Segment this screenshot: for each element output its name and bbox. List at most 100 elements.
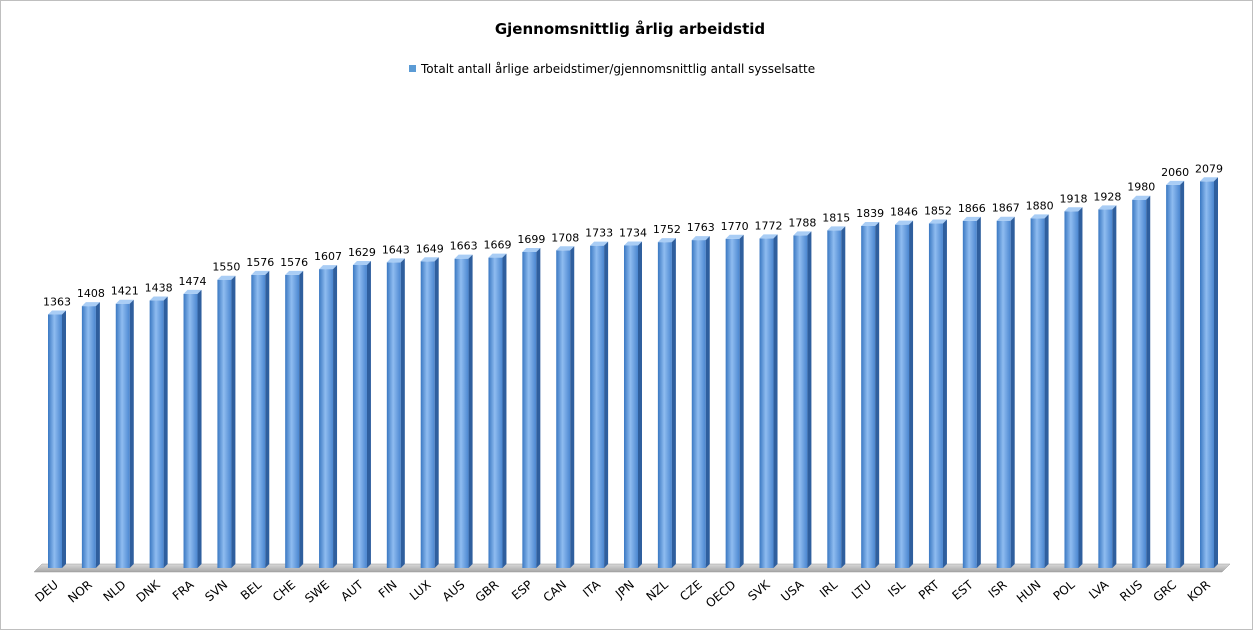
chart-title: Gjennomsnittlig årlig arbeidstid <box>495 20 765 38</box>
bar-side <box>502 253 507 569</box>
bar-side <box>807 231 812 568</box>
value-label: 1550 <box>212 261 240 274</box>
value-label: 1649 <box>416 242 444 255</box>
bar-top <box>657 238 676 243</box>
bar-side <box>875 221 880 569</box>
bar-top <box>1030 214 1049 219</box>
bar-top <box>996 216 1015 221</box>
bar <box>81 306 96 568</box>
bar-top <box>420 257 439 262</box>
bar-side <box>333 265 338 568</box>
bar-top <box>624 241 642 246</box>
bar-side <box>231 275 236 568</box>
bar-side <box>129 299 134 568</box>
bar <box>1064 211 1079 568</box>
bar <box>319 269 334 568</box>
bar-side <box>400 258 405 568</box>
value-label: 1607 <box>314 250 342 263</box>
value-label: 1752 <box>653 223 681 236</box>
value-label: 1928 <box>1093 190 1121 203</box>
bar-top <box>488 253 507 258</box>
bar <box>522 251 537 568</box>
bar-top <box>81 302 100 307</box>
bar-top <box>759 234 778 239</box>
bar-side <box>1044 214 1049 568</box>
bar <box>115 303 130 568</box>
value-label: 1733 <box>585 227 613 240</box>
bar <box>1030 218 1045 568</box>
bar-side <box>163 296 168 568</box>
value-label: 1788 <box>788 216 816 229</box>
bar <box>1200 181 1214 568</box>
bar-top <box>1064 207 1083 212</box>
bar-side <box>570 246 575 568</box>
bar-top <box>928 219 947 224</box>
bar <box>352 265 367 568</box>
bar-top <box>590 241 609 246</box>
bar <box>251 274 266 568</box>
value-label: 1980 <box>1127 181 1155 194</box>
value-label: 1708 <box>551 231 579 244</box>
bar <box>556 250 571 568</box>
bar-top <box>48 310 66 315</box>
bar <box>1166 184 1181 568</box>
bar <box>759 238 774 568</box>
value-label: 1866 <box>958 202 986 215</box>
bar-top <box>319 265 338 270</box>
value-label: 1763 <box>687 221 715 234</box>
value-label: 1734 <box>619 226 647 239</box>
bar <box>861 225 876 569</box>
bar-side <box>299 270 304 568</box>
bar-side <box>909 220 914 569</box>
bar <box>285 274 300 568</box>
bar-side <box>638 241 642 568</box>
bar <box>624 245 638 568</box>
value-label: 1663 <box>450 240 478 253</box>
value-label: 1770 <box>721 220 749 233</box>
bar-top <box>725 234 744 239</box>
value-label: 1839 <box>856 207 884 220</box>
bar-side <box>265 270 270 568</box>
bar-top <box>285 270 304 275</box>
bar <box>149 300 164 568</box>
bar-top <box>793 231 812 236</box>
bar-side <box>671 238 676 569</box>
bar <box>1132 199 1147 568</box>
value-label: 1408 <box>77 287 105 300</box>
value-label: 1772 <box>755 219 783 232</box>
bar-top <box>352 261 371 266</box>
bar-top <box>1098 205 1117 210</box>
bar-side <box>604 241 609 569</box>
bar-side <box>1078 207 1083 568</box>
value-label: 1576 <box>280 256 308 269</box>
bar-side <box>468 254 473 568</box>
value-label: 1669 <box>483 239 511 252</box>
bar <box>1098 209 1113 568</box>
value-label: 1438 <box>145 282 173 295</box>
bar-top <box>962 216 981 221</box>
bar-top <box>895 220 914 225</box>
bar-side <box>95 302 100 568</box>
value-label: 1643 <box>382 243 410 256</box>
bar-side <box>536 247 541 568</box>
bar <box>657 242 672 569</box>
value-label: 1846 <box>890 206 918 219</box>
value-label: 1629 <box>348 246 376 259</box>
bar-top <box>115 299 134 304</box>
value-label: 1880 <box>1026 199 1054 212</box>
bar <box>928 223 943 568</box>
value-label: 1421 <box>111 285 139 298</box>
value-label: 1867 <box>992 202 1020 215</box>
bar <box>183 293 198 568</box>
value-label: 1918 <box>1059 192 1087 205</box>
bar <box>691 240 706 568</box>
legend-swatch <box>409 65 416 72</box>
bar-top <box>217 275 236 280</box>
bar-top <box>386 258 405 263</box>
bar-side <box>1112 205 1117 568</box>
bar-side <box>1010 216 1015 568</box>
bar-side <box>1180 180 1185 568</box>
bar-side <box>1214 177 1218 568</box>
